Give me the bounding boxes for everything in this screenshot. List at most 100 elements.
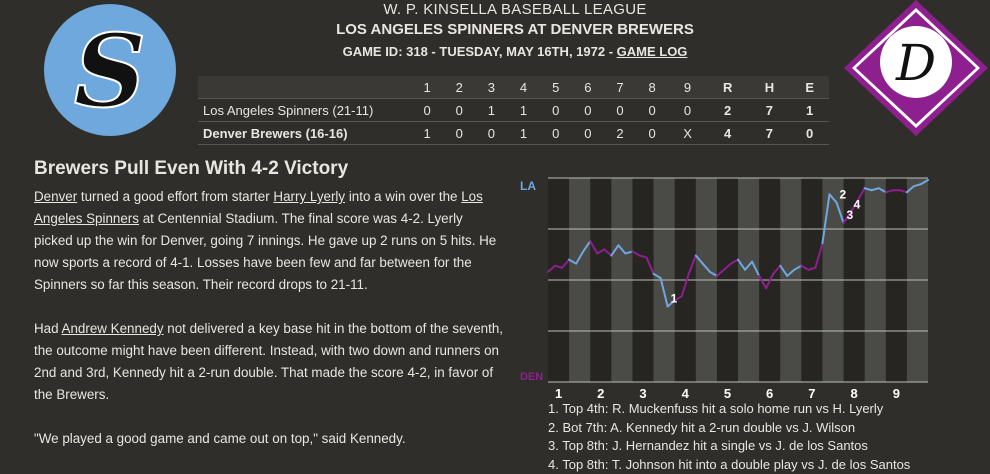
runs-header: R [706,76,749,99]
win-probability-segment [779,264,789,277]
game-recap-article: Brewers Pull Even With 4-2 Victory Denve… [34,158,504,472]
win-probability-segment [666,299,676,308]
away-team-logo[interactable]: S [40,0,180,140]
x-tick-label: 1 [555,386,562,401]
win-probability-segment [610,244,620,257]
article-link[interactable]: Los Angeles Spinners [34,189,483,226]
x-tick-label: 3 [639,386,646,401]
inning-score: 1 [507,121,540,145]
win-probability-segment [828,193,838,204]
win-probability-segment [645,256,655,275]
linescore-team-header [198,76,411,99]
win-probability-segment [638,254,648,259]
y-label-away: LA [520,179,536,193]
win-probability-segment [884,189,894,194]
win-probability-segment [849,199,859,214]
win-probability-segment [596,248,606,255]
win-probability-segment [701,262,711,273]
linescore-header-row: 1 2 3 4 5 6 7 8 9 R H E [198,76,829,99]
win-probability-segment [912,183,922,188]
article-text: at Centennial Stadium. The final score w… [34,211,497,292]
win-probability-segment [561,258,571,269]
win-probability-segment [905,185,915,194]
event-marker: 3 [847,208,854,222]
win-probability-segment [863,187,873,192]
away-hits: 7 [748,98,791,122]
inning-score: X [668,121,707,145]
win-probability-segment [919,179,929,186]
home-team-name[interactable]: Denver Brewers (16-16) [198,121,411,145]
matchup-title: LOS ANGELES SPINNERS AT DENVER BREWERS [336,21,694,38]
win-probability-segment [603,248,613,257]
event-marker: 4 [854,198,861,212]
inning-header: 5 [539,76,572,99]
away-runs: 2 [706,98,749,122]
win-probability-segment [694,254,704,265]
inning-header: 8 [636,76,669,99]
article-link[interactable]: Harry Lyerly [273,189,346,204]
x-tick-label: 6 [766,386,773,401]
win-probability-segment [898,189,908,194]
home-team-logo[interactable]: D [842,0,990,136]
inning-header: 1 [411,76,444,99]
key-events-list: 1. Top 4th: R. Muckenfuss hit a solo hom… [548,400,988,474]
inning-header: 7 [603,76,637,99]
inning-score: 0 [636,121,669,145]
inning-score: 1 [411,121,444,145]
inning-header: 2 [443,76,476,99]
x-tick-label: 7 [808,386,815,401]
inning-score: 0 [571,98,604,122]
win-probability-segment [582,240,592,253]
inning-score: 0 [668,98,707,122]
win-probability-segment [786,268,796,277]
win-probability-segment [729,258,739,265]
inning-score: 0 [443,121,476,145]
article-paragraph: Denver turned a good effort from starter… [34,186,504,296]
article-headline: Brewers Pull Even With 4-2 Victory [34,158,349,179]
home-runs: 4 [706,121,749,145]
home-team-row: Denver Brewers (16-16) 1 0 0 1 0 0 2 0 X… [198,121,829,145]
inning-header: 9 [668,76,707,99]
inning-score: 0 [571,121,604,145]
home-hits: 7 [748,121,791,145]
league-name: W. P. KINSELLA BASEBALL LEAGUE [383,1,647,18]
inning-header: 3 [475,76,508,99]
win-probability-segment [793,264,803,271]
x-tick-label: 4 [682,386,690,401]
key-event-item: 2. Bot 7th: A. Kennedy hit a 2-run doubl… [548,419,856,435]
win-probability-segment [575,250,585,265]
inning-header: 6 [571,76,604,99]
article-link[interactable]: Andrew Kennedy [61,321,164,336]
game-log-link[interactable]: GAME LOG [616,44,688,59]
hits-header: H [748,76,791,99]
article-text: into a win over the [345,189,462,204]
inning-score: 0 [539,121,572,145]
home-errors: 0 [790,121,829,145]
win-probability-segment [835,201,845,224]
article-quote: "We played a good game and came out on t… [34,431,406,446]
x-tick-label: 2 [597,386,604,401]
away-team-name[interactable]: Los Angeles Spinners (21-11) [198,98,411,122]
inning-score: 0 [443,98,476,122]
x-tick-label: 8 [850,386,857,401]
win-probability-segment [624,250,634,255]
event-marker: 1 [671,292,678,306]
away-team-row: Los Angeles Spinners (21-11) 0 0 1 1 0 0… [198,98,829,122]
inning-score: 0 [411,98,444,122]
errors-header: E [790,76,829,99]
y-label-home: DEN [520,371,543,383]
win-probability-segment [631,250,641,257]
win-probability-segment [652,272,662,279]
inning-score: 0 [475,121,508,145]
win-probability-segment [765,272,775,290]
away-logo-circle [44,4,176,136]
win-probability-segment [589,240,599,255]
win-probability-segment [821,193,831,245]
win-probability-segment [687,254,697,275]
inning-header: 4 [507,76,540,99]
inning-score: 0 [539,98,572,122]
win-probability-segment [554,264,564,269]
article-link[interactable]: Denver [34,189,78,204]
win-probability-segment [547,264,557,273]
key-event-item: 3. Top 8th: J. Hernandez hit a single vs… [548,438,868,453]
